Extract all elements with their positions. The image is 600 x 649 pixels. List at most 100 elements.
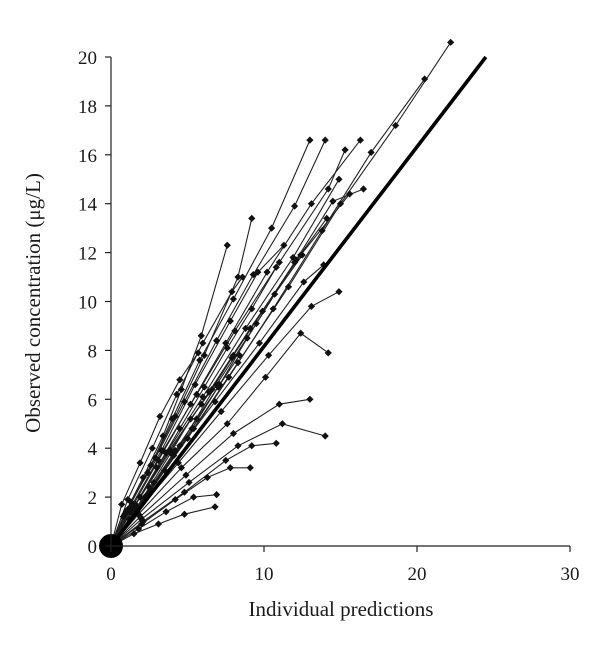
data-point-14-6 [272, 439, 280, 447]
data-point-2-7 [248, 214, 256, 222]
data-point-18-5 [176, 376, 184, 384]
data-point-21-3 [176, 442, 184, 450]
data-point-28-5 [216, 381, 224, 389]
data-point-26-3 [153, 464, 161, 472]
data-point-17-3 [154, 520, 163, 528]
data-point-3-3 [144, 469, 152, 477]
data-point-20-5 [226, 317, 234, 325]
data-point-13-3 [185, 478, 193, 487]
data-point-9-6 [300, 278, 308, 286]
data-point-28-8 [298, 251, 306, 259]
data-point-25-5 [186, 415, 195, 423]
data-point-18-6 [194, 349, 202, 357]
data-point-19-3 [148, 444, 156, 452]
data-point-3-2 [121, 510, 129, 518]
data-point-19-6 [228, 288, 236, 296]
data-point-25-6 [208, 385, 216, 394]
data-point-18-3 [136, 459, 144, 467]
data-point-22-6 [318, 226, 326, 235]
data-point-16-3 [162, 508, 170, 516]
data-point-7-4 [199, 393, 207, 401]
x-tick-label-0: 0 [106, 564, 116, 585]
data-point-26-6 [223, 344, 231, 352]
data-point-27-6 [214, 383, 222, 391]
data-point-1-4 [159, 432, 167, 440]
data-point-17-4 [180, 510, 189, 518]
y-axis-title: Observed concentration (μg/L) [21, 173, 45, 433]
data-point-20-7 [280, 241, 288, 249]
data-point-5-6 [263, 268, 271, 276]
data-point-5-8 [356, 136, 364, 144]
data-point-6-8 [341, 146, 349, 154]
profile-line-12 [111, 398, 310, 546]
data-point-27-7 [235, 351, 244, 359]
data-point-21-8 [359, 185, 368, 193]
data-point-19-7 [238, 273, 247, 281]
data-point-15-2 [138, 520, 146, 528]
data-point-3-5 [196, 356, 204, 364]
data-point-27-4 [171, 447, 179, 455]
data-point-14-4 [222, 456, 230, 465]
profile-line-13 [111, 423, 326, 546]
data-point-7-3 [162, 449, 170, 457]
axes: 0 10 20 30 0 2 4 6 8 10 12 14 16 18 20 [78, 48, 580, 585]
data-point-25-3 [145, 483, 153, 491]
data-point-24-6 [258, 307, 267, 315]
data-point-12-5 [275, 400, 283, 408]
data-point-9-5 [255, 339, 264, 347]
profile-line-28 [111, 254, 303, 546]
data-point-11-6 [297, 329, 305, 337]
data-point-4-4 [180, 398, 189, 406]
data-point-10-6 [307, 302, 316, 310]
data-point-12-4 [229, 429, 237, 438]
data-point-8-4 [205, 388, 213, 396]
data-point-4-6 [249, 271, 257, 279]
data-point-15-6 [246, 464, 254, 472]
data-point-3-6 [229, 295, 237, 303]
data-point-20-2 [127, 498, 135, 506]
data-point-12-2 [136, 513, 144, 521]
data-point-28-6 [243, 334, 251, 342]
data-point-18-2 [118, 500, 126, 509]
data-point-24-4 [197, 400, 205, 408]
data-point-1-7 [223, 241, 231, 249]
data-point-28-3 [160, 466, 169, 474]
data-point-22-4 [225, 373, 233, 381]
data-point-22-8 [421, 75, 429, 83]
data-point-16-2 [134, 525, 143, 533]
y-tick-label-12: 12 [78, 244, 97, 265]
data-point-9-4 [211, 398, 219, 406]
data-point-27-5 [193, 415, 201, 423]
profile-line-18 [111, 352, 199, 546]
x-tick-label-10: 10 [255, 564, 274, 585]
data-point-25-4 [167, 449, 175, 457]
data-point-19-5 [199, 339, 207, 347]
data-point-10-5 [264, 351, 273, 359]
profile-line-6 [111, 149, 346, 546]
data-point-2-4 [171, 412, 179, 421]
data-point-6-6 [275, 258, 283, 266]
data-point-28-7 [271, 290, 279, 298]
data-point-24-8 [323, 214, 331, 222]
y-tick-label-14: 14 [78, 195, 98, 216]
data-point-2-5 [200, 351, 208, 359]
data-point-13-5 [278, 420, 286, 428]
data-point-15-4 [203, 473, 211, 482]
profile-line-7 [111, 179, 340, 546]
data-point-13-4 [234, 442, 242, 450]
data-point-27-3 [150, 478, 158, 487]
data-point-11-5 [261, 373, 270, 381]
data-point-23-4 [234, 359, 242, 367]
data-point-14-5 [248, 442, 256, 450]
data-point-5-3 [154, 456, 163, 465]
data-point-4-5 [212, 337, 221, 345]
data-point-6-7 [324, 185, 332, 193]
data-point-2-6 [234, 273, 242, 281]
data-point-23-8 [447, 38, 455, 46]
data-point-15-3 [171, 495, 179, 504]
data-point-22-7 [367, 148, 375, 156]
data-point-23-5 [284, 283, 293, 291]
data-point-7-5 [242, 324, 250, 332]
x-tick-label-20: 20 [408, 564, 427, 585]
data-point-13-6 [321, 432, 329, 440]
